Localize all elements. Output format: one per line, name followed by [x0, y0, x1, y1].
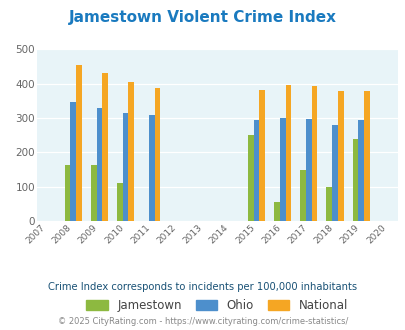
Bar: [122, 113, 128, 221]
Bar: [326, 187, 331, 221]
Bar: [363, 91, 369, 221]
Bar: [273, 202, 279, 221]
Bar: [149, 115, 154, 221]
Bar: [337, 91, 343, 221]
Bar: [96, 108, 102, 221]
Bar: [352, 139, 358, 221]
Bar: [70, 102, 76, 221]
Legend: Jamestown, Ohio, National: Jamestown, Ohio, National: [83, 296, 351, 316]
Bar: [253, 120, 259, 221]
Bar: [259, 90, 264, 221]
Bar: [102, 73, 108, 221]
Bar: [331, 125, 337, 221]
Bar: [128, 82, 134, 221]
Bar: [305, 119, 311, 221]
Bar: [76, 65, 82, 221]
Bar: [299, 170, 305, 221]
Bar: [64, 165, 70, 221]
Text: © 2025 CityRating.com - https://www.cityrating.com/crime-statistics/: © 2025 CityRating.com - https://www.city…: [58, 317, 347, 326]
Text: Crime Index corresponds to incidents per 100,000 inhabitants: Crime Index corresponds to incidents per…: [48, 282, 357, 292]
Bar: [247, 135, 253, 221]
Bar: [285, 85, 291, 221]
Bar: [117, 183, 122, 221]
Bar: [358, 120, 363, 221]
Bar: [154, 88, 160, 221]
Bar: [279, 118, 285, 221]
Bar: [311, 86, 317, 221]
Bar: [91, 165, 96, 221]
Text: Jamestown Violent Crime Index: Jamestown Violent Crime Index: [69, 10, 336, 25]
